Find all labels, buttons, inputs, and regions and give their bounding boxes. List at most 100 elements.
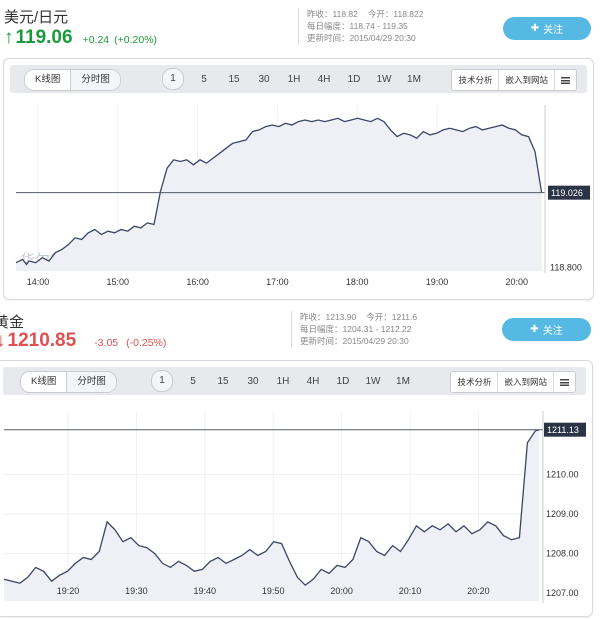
update-time: 更新时间：2015/04/29 20:30 (307, 33, 416, 43)
price-chart[interactable]: 华尔街见闻 实时行情1211.131207.001208.001209.0012… (0, 361, 592, 616)
interval-1d[interactable]: 1D (336, 375, 350, 387)
quote-stats: 昨收：1213.90 今开：1211.6 每日幅度：1204.31 - 1212.… (291, 311, 427, 347)
quote-panel-gold: 黄金 ↓ 1210.85 -3.05 (-0.25%) 昨收：1213.90 今开… (0, 308, 600, 619)
interval-1m[interactable]: 1M (407, 73, 421, 85)
open-price: 今开：118.822 (367, 9, 424, 19)
follow-button[interactable]: ✚ 关注 (502, 318, 591, 341)
plus-icon: ✚ (530, 324, 539, 335)
chart-tools: 技术分析 嵌入到网站 (450, 371, 576, 393)
interval-30[interactable]: 30 (247, 375, 259, 387)
quote-panel-usdjpy: 美元/日元 ↑ 119.06 +0.24 (+0.20%) 昨收：118.82 今… (0, 0, 600, 305)
plus-icon: ✚ (530, 23, 540, 34)
x-tick-label: 20:00 (330, 586, 353, 596)
price-change-pct: (+0.20%) (114, 34, 158, 46)
price-change: -3.05 (94, 337, 119, 349)
interval-1w[interactable]: 1W (376, 73, 392, 85)
last-price: 1210.85 (7, 330, 77, 351)
chart-type-switch: K线图 分时图 (20, 371, 117, 393)
price-change-pct: (-0.25%) (126, 337, 167, 349)
update-time: 更新时间：2015/04/29 20:30 (300, 336, 409, 346)
x-tick-label: 20:00 (506, 277, 529, 287)
menu-icon (560, 379, 569, 387)
x-tick-label: 16:00 (186, 277, 209, 287)
x-tick-label: 17:00 (266, 277, 289, 287)
x-tick-label: 18:00 (346, 277, 369, 287)
open-price: 今开：1211.6 (366, 312, 418, 322)
embed-button[interactable]: 嵌入到网站 (498, 70, 554, 90)
menu-button[interactable] (553, 372, 575, 392)
interval-15[interactable]: 15 (228, 73, 240, 85)
daily-range: 每日幅度：1204.31 - 1212.22 (300, 324, 412, 334)
x-tick-label: 19:20 (57, 586, 80, 596)
symbol-name: 美元/日元 (4, 9, 69, 26)
price-area (16, 118, 542, 271)
menu-icon (561, 77, 570, 85)
y-tick-label: 1207.00 (546, 588, 579, 598)
interval-1[interactable]: 1 (151, 370, 173, 392)
price-chart[interactable]: 华尔街见闻 实时行情119.026118.80014:0015:0016:001… (4, 59, 593, 299)
price-row: ↓ 1210.85 -3.05 (-0.25%) (0, 330, 166, 352)
follow-label: 关注 (543, 25, 564, 36)
x-tick-label: 15:00 (107, 277, 130, 287)
price-line (15, 117, 543, 266)
arrow-up-icon: ↑ (4, 27, 14, 48)
follow-label: 关注 (542, 326, 563, 337)
interval-selector: 1 5 15 30 1H 4H 1D 1W 1M (162, 68, 429, 90)
interval-1m[interactable]: 1M (396, 375, 410, 387)
price-row: ↑ 119.06 +0.24 (+0.20%) (4, 27, 157, 49)
current-price-box (548, 185, 590, 200)
tab-timeshare[interactable]: 分时图 (66, 372, 116, 392)
price-line (3, 429, 540, 587)
x-tick-label: 19:50 (262, 586, 285, 596)
chart-type-switch: K线图 分时图 (24, 69, 121, 91)
tab-kline[interactable]: K线图 (25, 70, 71, 90)
y-tick-label: 118.800 (550, 263, 582, 273)
interval-selector: 1 5 15 30 1H 4H 1D 1W 1M (151, 370, 418, 392)
x-tick-label: 19:30 (125, 586, 148, 596)
tab-kline[interactable]: K线图 (21, 372, 67, 392)
interval-1w[interactable]: 1W (365, 375, 381, 387)
y-tick-label: 1209.00 (546, 509, 579, 519)
current-price-box (544, 422, 586, 437)
symbol-name: 黄金 (0, 314, 25, 331)
interval-1h[interactable]: 1H (287, 73, 301, 85)
prev-close: 昨收：118.82 (307, 9, 358, 19)
current-price-label: 1211.13 (544, 422, 586, 437)
x-tick-label: 14:00 (27, 277, 50, 287)
current-price-label: 119.026 (548, 185, 590, 200)
x-tick-label: 20:20 (467, 586, 490, 596)
interval-5[interactable]: 5 (190, 375, 196, 387)
last-price: 119.06 (15, 27, 73, 48)
current-price-text: 1211.13 (547, 425, 579, 435)
embed-button[interactable]: 嵌入到网站 (497, 372, 553, 392)
chart-container: K线图 分时图 1 5 15 30 1H 4H 1D 1W 1M 技术分析 嵌入… (3, 58, 594, 300)
interval-30[interactable]: 30 (258, 73, 270, 85)
y-tick-label: 1210.00 (546, 469, 579, 479)
interval-5[interactable]: 5 (201, 73, 207, 85)
price-change: +0.24 (82, 34, 110, 46)
prev-close: 昨收：1213.90 (300, 312, 357, 322)
x-tick-label: 19:40 (194, 586, 217, 596)
chart-container: K线图 分时图 1 5 15 30 1H 4H 1D 1W 1M 技术分析 嵌入… (0, 360, 593, 617)
daily-range: 每日幅度：118.74 - 119.35 (307, 21, 408, 31)
tech-analysis-button[interactable]: 技术分析 (458, 75, 493, 85)
chart-toolbar: K线图 分时图 1 5 15 30 1H 4H 1D 1W 1M 技术分析 嵌入… (10, 65, 587, 93)
x-tick-label: 19:00 (426, 277, 449, 287)
arrow-down-icon: ↓ (0, 330, 6, 351)
menu-button[interactable] (554, 70, 576, 90)
quote-stats: 昨收：118.82 今开：118.822 每日幅度：118.74 - 119.35… (298, 8, 433, 44)
chart-tools: 技术分析 嵌入到网站 (451, 69, 577, 91)
interval-1h[interactable]: 1H (276, 375, 290, 387)
price-area (4, 429, 540, 601)
tab-timeshare[interactable]: 分时图 (70, 70, 120, 90)
follow-button[interactable]: ✚ 关注 (503, 17, 591, 40)
current-price-text: 119.026 (551, 188, 583, 198)
interval-15[interactable]: 15 (217, 375, 229, 387)
x-tick-label: 20:10 (399, 586, 422, 596)
interval-1d[interactable]: 1D (347, 73, 361, 85)
interval-1[interactable]: 1 (162, 68, 184, 90)
interval-4h[interactable]: 4H (317, 73, 331, 85)
tech-analysis-button[interactable]: 技术分析 (457, 377, 492, 387)
interval-4h[interactable]: 4H (306, 375, 320, 387)
y-tick-label: 1208.00 (546, 549, 579, 559)
